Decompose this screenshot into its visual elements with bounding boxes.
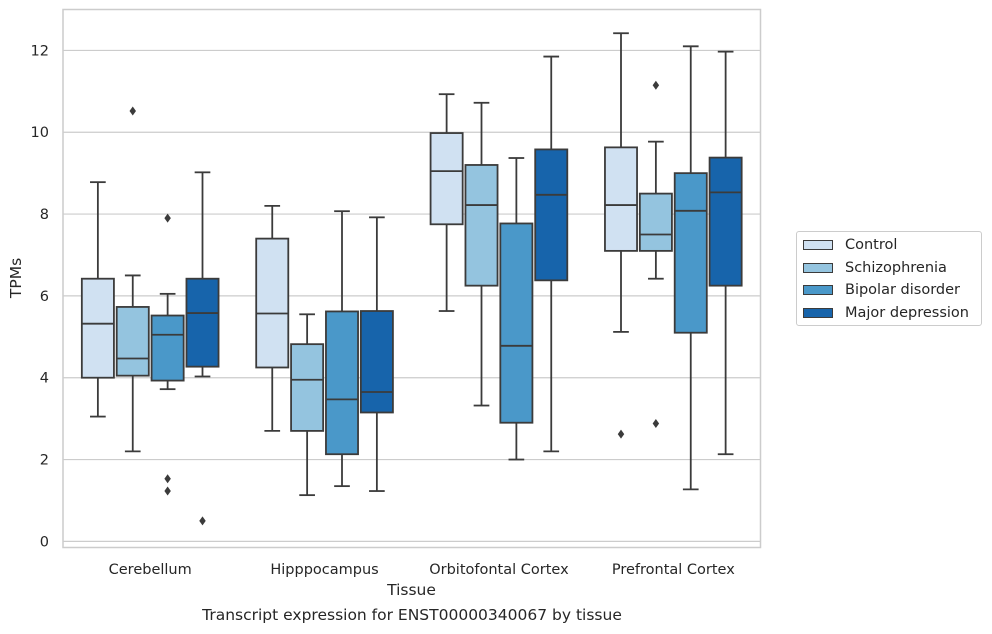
box-bipolar-disorder-hipppocampus — [325, 210, 359, 488]
legend-label-bipolar-disorder: Bipolar disorder — [845, 282, 960, 298]
legend-label-control: Control — [845, 237, 898, 253]
x-axis-label: Tissue — [386, 581, 436, 599]
legend-swatch-control — [803, 240, 833, 250]
box-iqr — [638, 192, 673, 252]
y-tick-label-12: 12 — [31, 43, 49, 59]
y-tick-label-2: 2 — [40, 453, 49, 469]
box-iqr — [673, 172, 708, 334]
outlier-point — [652, 419, 660, 429]
legend-swatch-major-depression — [803, 308, 833, 318]
box-iqr — [499, 222, 534, 424]
outlier-point — [129, 106, 136, 116]
box-major-depression-prefrontal-cortex — [708, 50, 743, 456]
box-layer — [80, 32, 743, 526]
box-iqr — [359, 310, 394, 414]
box-iqr — [255, 237, 290, 369]
box-iqr — [115, 306, 150, 377]
x-tick-labels: Cerebellum Hipppocampus Orbitofontal Corte… — [109, 562, 736, 578]
box-schizophrenia-orbitofontal-cortex — [464, 101, 499, 407]
y-tick-label-10: 10 — [31, 125, 49, 141]
y-tick-label-0: 0 — [40, 534, 49, 550]
box-iqr — [429, 132, 464, 226]
legend-item-bipolar-disorder: Bipolar disorder — [803, 280, 960, 300]
legend-item-schizophrenia: Schizophrenia — [803, 258, 947, 278]
box-major-depression-cerebellum — [185, 171, 220, 526]
figure-caption: Transcript expression for ENST0000034006… — [202, 606, 622, 624]
box-major-depression-orbitofontal-cortex — [534, 55, 569, 453]
outlier-point — [617, 429, 625, 439]
legend-item-control: Control — [803, 235, 897, 255]
plot-frame — [62, 8, 762, 549]
box-control-hipppocampus — [255, 204, 290, 432]
box-schizophrenia-prefrontal-cortex — [638, 80, 673, 429]
box-control-prefrontal-cortex — [604, 32, 638, 439]
box-bipolar-disorder-cerebellum — [150, 213, 185, 496]
legend-label-major-depression: Major depression — [845, 305, 969, 321]
legend-item-major-depression: Major depression — [803, 303, 969, 323]
box-iqr — [325, 310, 359, 456]
y-axis-label: TPMs — [7, 258, 25, 299]
y-tick-label-8: 8 — [40, 207, 49, 223]
legend: Control Schizophrenia Bipolar disorder M… — [796, 231, 982, 326]
box-iqr — [185, 277, 220, 368]
box-control-cerebellum — [80, 181, 115, 418]
box-iqr — [708, 156, 743, 287]
box-major-depression-hipppocampus — [359, 216, 394, 492]
box-schizophrenia-hipppocampus — [290, 313, 325, 497]
x-tick-label-prefrontal-cortex: Prefrontal Cortex — [612, 562, 735, 578]
x-tick-label-hipppocampus: Hipppocampus — [270, 562, 378, 578]
legend-label-schizophrenia: Schizophrenia — [845, 260, 947, 276]
x-tick-label-cerebellum: Cerebellum — [109, 562, 192, 578]
legend-swatch-bipolar-disorder — [803, 285, 833, 295]
outlier-point — [652, 80, 660, 90]
legend-swatch-schizophrenia — [803, 263, 833, 273]
y-tick-label-4: 4 — [40, 371, 49, 387]
box-bipolar-disorder-orbitofontal-cortex — [499, 157, 534, 461]
outlier-point — [164, 486, 171, 496]
outlier-point — [164, 474, 171, 484]
y-tick-labels: 0 2 4 6 8 10 12 — [31, 43, 49, 550]
box-iqr — [290, 343, 325, 432]
box-bipolar-disorder-prefrontal-cortex — [673, 45, 708, 491]
box-iqr — [534, 148, 569, 282]
outlier-point — [199, 516, 206, 526]
box-iqr — [150, 314, 185, 382]
box-iqr — [464, 164, 499, 287]
outlier-point — [164, 213, 171, 223]
box-schizophrenia-cerebellum — [115, 106, 150, 453]
box-iqr — [80, 277, 115, 379]
x-tick-label-orbitofontal-cortex: Orbitofontal Cortex — [429, 562, 569, 578]
box-control-orbitofontal-cortex — [429, 93, 464, 312]
box-iqr — [604, 146, 638, 252]
y-tick-label-6: 6 — [40, 289, 49, 305]
